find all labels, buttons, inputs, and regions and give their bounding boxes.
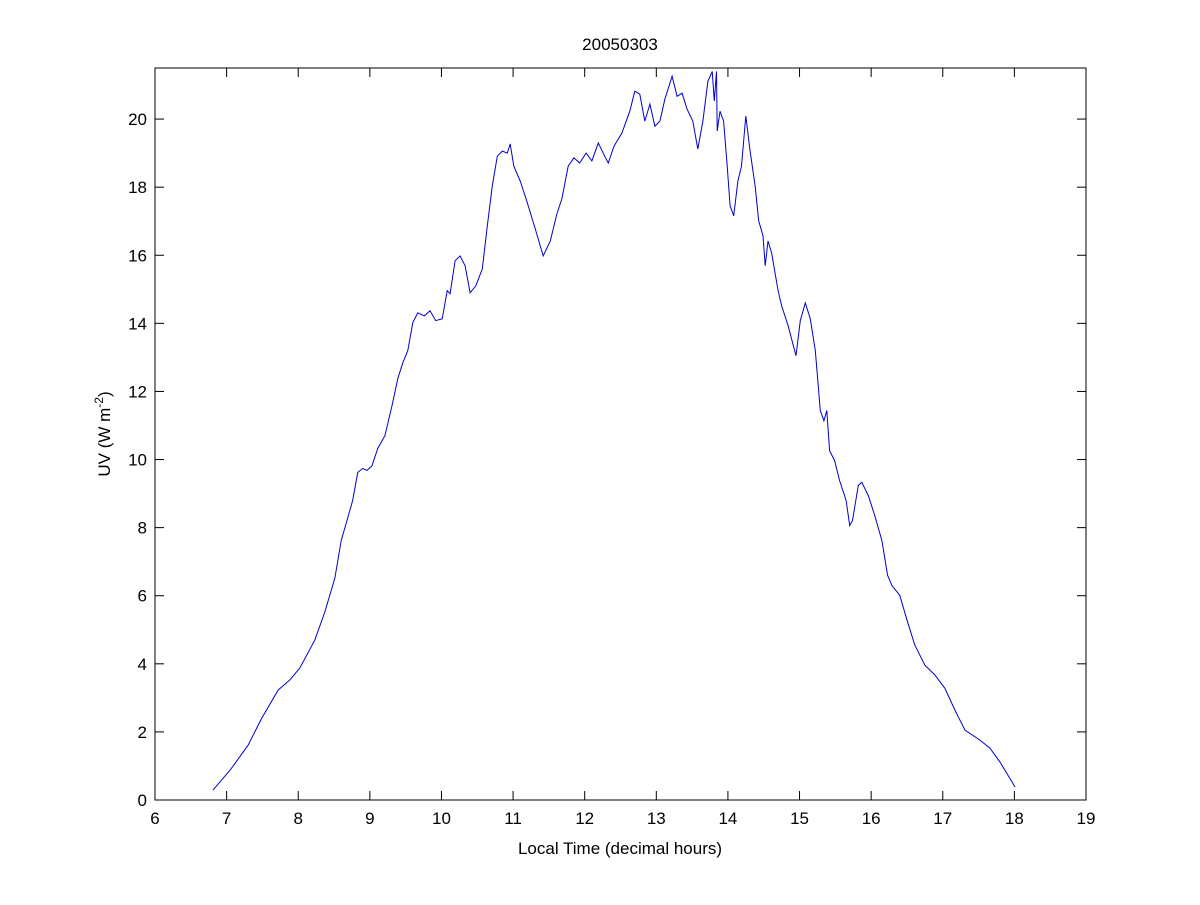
x-tick-label: 7	[222, 809, 231, 828]
uv-series-line	[212, 71, 1016, 791]
x-axis-label: Local Time (decimal hours)	[518, 839, 722, 858]
x-tick-label: 15	[790, 809, 809, 828]
y-tick-label: 14	[128, 314, 147, 333]
y-axis-label-main: UV (W m	[95, 408, 114, 477]
x-tick-label: 18	[1005, 809, 1024, 828]
x-tick-label: 8	[293, 809, 302, 828]
x-tick-label: 17	[933, 809, 952, 828]
ticks: 6 7 8 9 10 11 12 13 14 15 16 17 18 19 0 2 4 6 8 10 12 14 16 18 2…	[128, 68, 1095, 828]
y-axis-label-close: )	[95, 391, 114, 397]
axes-box	[154, 67, 1087, 801]
y-tick-label: 8	[138, 519, 147, 538]
x-tick-label: 11	[504, 809, 522, 828]
y-tick-label: 16	[128, 246, 147, 265]
y-tick-label: 2	[138, 723, 147, 742]
x-tick-label: 16	[862, 809, 881, 828]
x-tick-label: 9	[365, 809, 374, 828]
y-tick-label: 18	[128, 178, 147, 197]
x-tick-label: 19	[1077, 809, 1096, 828]
x-tick-label: 12	[575, 809, 594, 828]
y-tick-label: 10	[128, 451, 147, 470]
y-tick-label: 4	[138, 655, 147, 674]
y-tick-label: 6	[138, 587, 147, 606]
x-tick-label: 13	[647, 809, 666, 828]
y-axis-label-sup: -2	[92, 397, 106, 408]
x-tick-label: 10	[432, 809, 451, 828]
y-tick-label: 20	[128, 110, 147, 129]
chart-title: 20050303	[582, 35, 658, 54]
x-tick-label: 14	[718, 809, 737, 828]
y-tick-label: 0	[138, 791, 147, 810]
plot-area	[212, 71, 1016, 791]
y-axis-label: UV (W m-2)	[92, 391, 114, 476]
x-tick-label: 6	[150, 809, 159, 828]
y-tick-label: 12	[128, 382, 147, 401]
